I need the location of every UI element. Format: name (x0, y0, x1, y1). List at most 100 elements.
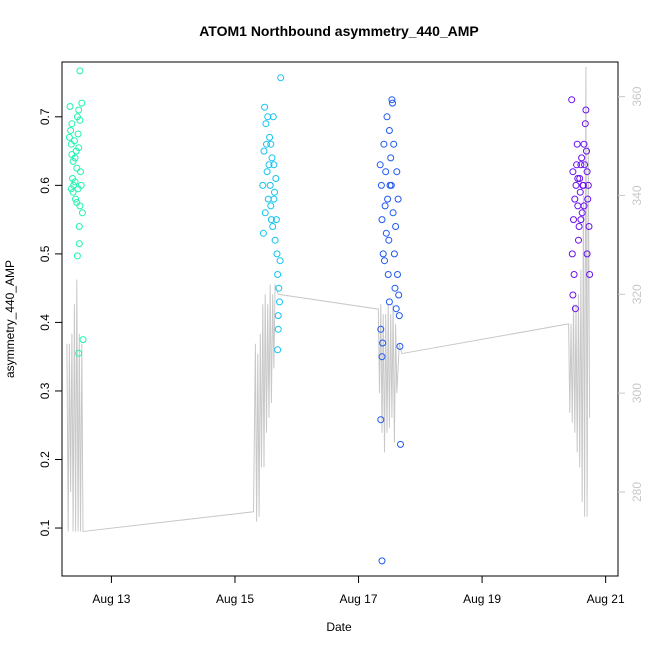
data-point (381, 257, 388, 265)
data-point (574, 175, 582, 182)
data-point (582, 106, 590, 114)
data-point (71, 154, 79, 162)
x-tick-label: Aug 17 (340, 592, 378, 606)
data-point (385, 236, 393, 244)
data-point (75, 106, 83, 114)
data-point (380, 140, 388, 148)
data-point (583, 168, 591, 176)
data-point (378, 353, 386, 361)
y-tick-label: 0.4 (38, 314, 52, 331)
data-point (65, 133, 73, 141)
data-point (389, 99, 396, 107)
data-point (581, 120, 589, 128)
data-point (73, 164, 81, 172)
y2-tick-label: 300 (630, 383, 644, 403)
data-point (267, 140, 275, 148)
y-tick-label: 0.3 (38, 382, 52, 399)
secondary-y-axis: 280 300 320 340 360 (618, 86, 644, 502)
data-point (575, 236, 582, 244)
plot-frame (61, 61, 619, 577)
data-point (384, 195, 392, 203)
data-point (272, 216, 280, 224)
data-point (70, 137, 78, 145)
data-point (577, 161, 585, 169)
data-point (395, 312, 403, 320)
data-point (576, 175, 584, 182)
data-point (585, 223, 593, 230)
data-point (69, 188, 77, 196)
data-point (76, 116, 84, 124)
data-point (73, 252, 81, 260)
data-point (72, 195, 80, 203)
data-point (393, 168, 401, 176)
x-tick-label: Aug 15 (216, 592, 254, 606)
data-point (568, 250, 576, 258)
data-point (269, 223, 277, 230)
data-point (377, 416, 385, 424)
data-point (573, 140, 581, 148)
data-point (265, 161, 273, 169)
data-point (385, 298, 393, 306)
data-point (586, 271, 594, 278)
data-point (261, 209, 269, 217)
data-point (271, 236, 279, 244)
data-point (76, 67, 84, 75)
data-point (271, 188, 278, 196)
x-tick-label: Aug 21 (587, 592, 625, 606)
data-point (385, 127, 393, 134)
data-point (387, 154, 395, 162)
data-point (394, 195, 402, 203)
data-point (390, 140, 398, 148)
y2-tick-label: 360 (630, 86, 644, 106)
data-point (276, 257, 284, 265)
data-point (78, 209, 86, 217)
data-point (571, 305, 579, 313)
data-point (578, 209, 586, 217)
data-point (79, 336, 87, 344)
y-tick-label: 0.2 (38, 451, 52, 468)
data-point (569, 168, 577, 176)
data-point (75, 349, 83, 357)
data-point (266, 133, 274, 141)
data-point (578, 154, 586, 162)
data-point (386, 181, 394, 189)
data-point (71, 178, 79, 186)
data-point (73, 199, 81, 206)
data-point (394, 271, 401, 278)
data-point (569, 291, 577, 299)
chart-title: ATOM1 Northbound asymmetry_440_AMP (199, 23, 479, 39)
data-point (574, 202, 582, 210)
secondary-series-line (66, 66, 591, 533)
data-point (577, 216, 585, 224)
data-point (570, 271, 578, 278)
data-point (274, 325, 282, 333)
data-point (259, 181, 267, 189)
data-point (277, 74, 285, 82)
data-point (397, 440, 404, 448)
data-point (276, 298, 283, 306)
data-point (389, 209, 397, 217)
data-point (261, 103, 269, 111)
data-point (264, 113, 272, 121)
data-point (391, 284, 399, 292)
data-point (396, 342, 404, 350)
y-tick-label: 0.5 (38, 245, 52, 262)
data-point (262, 120, 270, 128)
data-point (580, 202, 588, 210)
x-tick-label: Aug 19 (463, 592, 501, 606)
x-tick-label: Aug 13 (92, 592, 130, 606)
data-point (392, 223, 400, 230)
data-point (66, 103, 74, 110)
y-tick-label: 0.1 (38, 519, 52, 536)
data-point (379, 250, 387, 258)
data-point (376, 161, 384, 169)
data-point (395, 291, 403, 299)
data-point (570, 216, 577, 224)
data-point (378, 216, 386, 224)
data-point (383, 113, 391, 121)
data-point (378, 557, 386, 565)
data-point (75, 144, 83, 152)
data-point (583, 250, 591, 258)
